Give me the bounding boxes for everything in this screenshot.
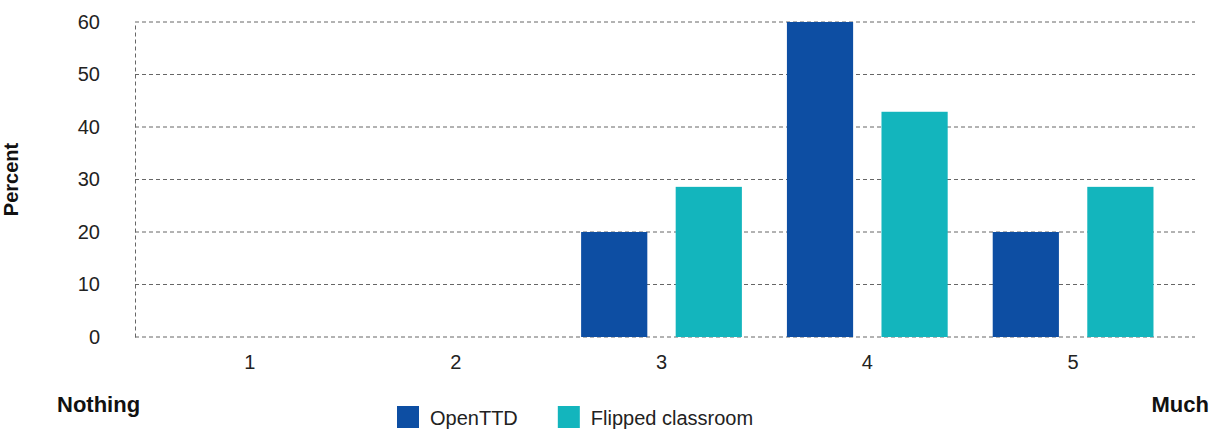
bar	[581, 232, 647, 337]
tick-label: 50	[78, 63, 100, 85]
bars	[581, 22, 1153, 337]
tick: 5	[1068, 337, 1079, 373]
bar	[993, 232, 1059, 337]
tick: 30	[78, 168, 135, 190]
tick-label: 10	[78, 273, 100, 295]
series-bars	[676, 112, 1154, 337]
bar	[170, 337, 236, 338]
tick: 0	[89, 326, 135, 348]
series-bars	[581, 22, 1059, 337]
tick: 1	[244, 337, 255, 373]
tick: 3	[656, 337, 667, 373]
tick: 60	[78, 11, 135, 33]
tick: 2	[450, 337, 461, 373]
grid	[135, 22, 1195, 337]
tick-label: 3	[656, 351, 667, 373]
bar	[881, 112, 947, 337]
grid-line	[135, 127, 1195, 128]
tick-label: 5	[1068, 351, 1079, 373]
grid-line	[135, 179, 1195, 180]
bar	[676, 187, 742, 337]
tick-label: 60	[78, 11, 100, 33]
bar	[470, 337, 536, 338]
axis-line	[135, 23, 136, 338]
legend-swatch	[397, 406, 419, 428]
tick: 20	[78, 221, 135, 243]
bar	[375, 337, 441, 338]
legend: OpenTTD Flipped classroom	[397, 406, 753, 429]
legend-label: OpenTTD	[430, 407, 518, 429]
tick-label: 0	[89, 326, 100, 348]
grid-line	[135, 74, 1195, 75]
tick: 10	[78, 273, 135, 295]
tick: 4	[862, 337, 873, 373]
tick-label: 4	[862, 351, 873, 373]
bar	[787, 22, 853, 337]
grid-line	[135, 22, 1195, 23]
tick-label: 2	[450, 351, 461, 373]
tick-label: 20	[78, 221, 100, 243]
tick-label: 30	[78, 168, 100, 190]
axis-title: Percent	[0, 142, 22, 216]
x-axis: 1 2 3 4 5	[148, 337, 1177, 373]
chart: 0 10 20 30 40 50 60 1 2 3 4 5 Percent Nothing Much Open…	[0, 0, 1215, 438]
tick-label: 1	[244, 351, 255, 373]
axis-line	[148, 337, 1177, 338]
annotation: Nothing	[57, 392, 140, 417]
bar	[1087, 187, 1153, 337]
y-axis: 0 10 20 30 40 50 60	[78, 11, 136, 348]
tick-label: 40	[78, 116, 100, 138]
legend-swatch	[558, 406, 580, 428]
annotation: Much	[1152, 392, 1209, 417]
tick: 50	[78, 63, 135, 85]
tick: 40	[78, 116, 135, 138]
legend-label: Flipped classroom	[591, 407, 753, 429]
bar	[264, 337, 330, 338]
